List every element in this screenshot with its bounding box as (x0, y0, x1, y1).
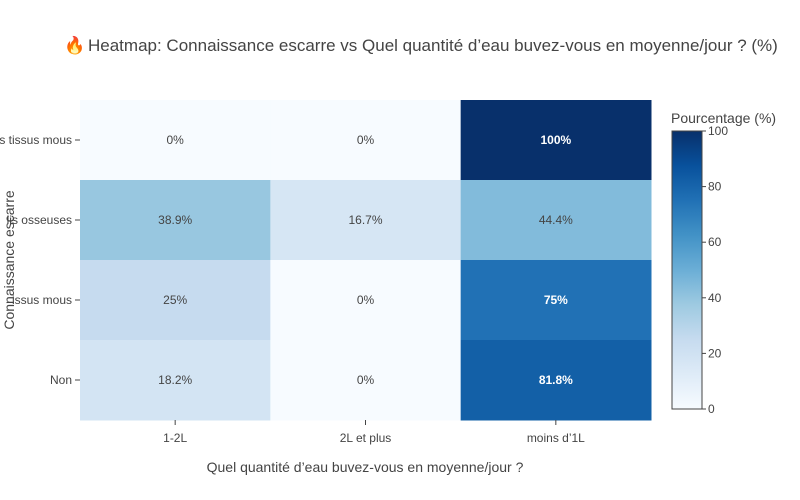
cell-label: 81.8% (539, 373, 573, 387)
y-tick-label: issus mous (12, 293, 72, 307)
cell-label: 0% (357, 133, 375, 147)
colorbar-tick-label: 80 (708, 180, 722, 194)
x-tick-label: 1-2L (163, 431, 187, 445)
cell-label: 16.7% (348, 213, 382, 227)
colorbar-tick-label: 0 (708, 402, 715, 416)
heatmap-cell (80, 260, 271, 341)
chart-title-text: Heatmap: Connaissance escarre vs Quel qu… (88, 36, 778, 55)
colorbar-ticks: 0 20 40 60 80 100 (702, 124, 728, 416)
cell-label: 0% (357, 293, 375, 307)
heatmap-cell (460, 260, 652, 341)
heatmap-cell (460, 180, 652, 261)
y-axis-title: Connaissance escarre (1, 190, 17, 330)
colorbar-tick-label: 40 (708, 291, 722, 305)
cell-label: 100% (540, 133, 571, 147)
colorbar-tick-label: 20 (708, 346, 722, 360)
y-tick-label: s tissus mous (0, 133, 72, 147)
chart-title: 🔥 Heatmap: Connaissance escarre vs Quel … (64, 35, 778, 55)
colorbar-title: Pourcentage (%) (671, 110, 776, 126)
x-axis-title: Quel quantité d’eau buvez-vous en moyenn… (207, 459, 524, 475)
cell-label: 75% (544, 293, 568, 307)
y-tick-label: Non (50, 373, 72, 387)
heatmap-cell (270, 260, 462, 341)
x-tick-label: moins d’1L (527, 431, 585, 445)
cell-label: 0% (357, 373, 375, 387)
y-axis-ticks: s tissus mous lis osseuses issus mous Non (0, 133, 80, 387)
heatmap-cell (270, 180, 462, 261)
y-tick-label: lis osseuses (7, 213, 72, 227)
x-tick-label: 2L et plus (340, 431, 392, 445)
cell-label: 25% (163, 293, 187, 307)
heatmap-cells (80, 100, 652, 421)
heatmap-cell (80, 340, 271, 421)
cell-label: 0% (166, 133, 184, 147)
heatmap-cell (270, 100, 462, 181)
colorbar-tick-label: 60 (708, 235, 722, 249)
cell-label: 44.4% (539, 213, 573, 227)
colorbar (671, 130, 703, 410)
heatmap-cell (80, 180, 271, 261)
cell-label: 38.9% (158, 213, 192, 227)
heatmap-cell (270, 340, 462, 421)
fire-icon: 🔥 (64, 35, 85, 55)
colorbar-tick-label: 100 (708, 124, 728, 138)
cell-label: 18.2% (158, 373, 192, 387)
x-axis-ticks: 1-2L 2L et plus moins d’1L (163, 420, 585, 445)
heatmap-cell-labels: 0% 0% 100% 38.9% 16.7% 44.4% 25% 0% 75% 18.2% 0% 81… (158, 133, 573, 387)
heatmap-cell (460, 340, 652, 421)
heatmap-cell (460, 100, 652, 181)
heatmap-cell (80, 100, 271, 181)
